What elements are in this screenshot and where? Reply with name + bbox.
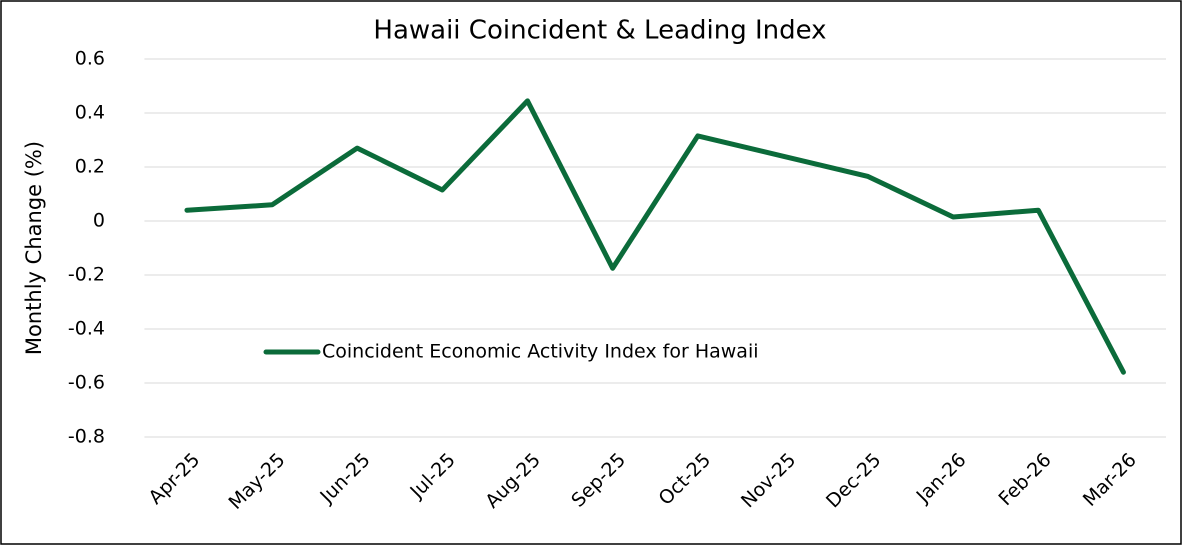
y-tick-label: -0.2	[68, 264, 105, 286]
y-tick-label: -0.6	[68, 372, 105, 394]
y-tick-label: 0	[93, 210, 105, 232]
chart-title: Hawaii Coincident & Leading Index	[373, 16, 826, 46]
y-tick-label: 0.2	[75, 156, 105, 178]
y-tick-label: -0.4	[68, 318, 105, 340]
line-series	[184, 98, 1126, 375]
legend-label: Coincident Economic Activity Index for H…	[322, 341, 759, 363]
y-axis-label: Monthly Change (%)	[22, 141, 46, 355]
y-tick-label: 0.6	[75, 48, 105, 70]
y-tick-label: 0.4	[75, 102, 105, 124]
y-tick-label: -0.8	[68, 426, 105, 448]
